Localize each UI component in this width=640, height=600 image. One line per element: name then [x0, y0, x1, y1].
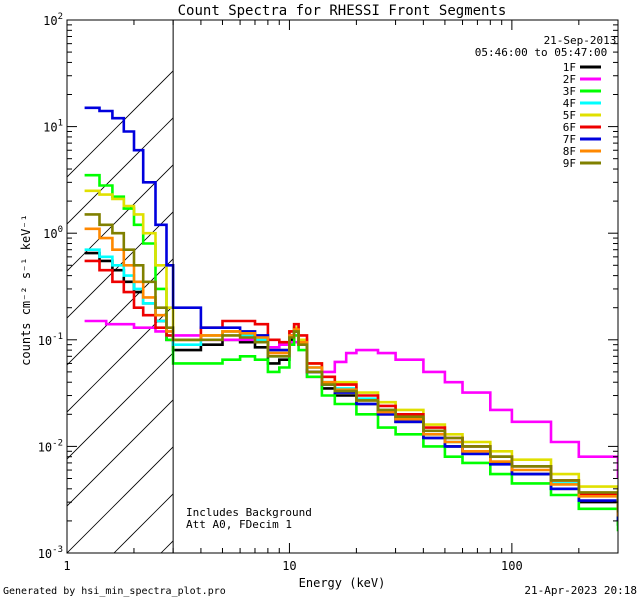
- series-3F: [84, 173, 618, 532]
- footer-generated-by: Generated by hsi_min_spectra_plot.pro: [3, 586, 226, 597]
- x-tick-label: 1: [63, 559, 70, 573]
- legend-label-8F: 8F: [563, 145, 576, 158]
- hatch-line: [67, 399, 174, 507]
- footer-timestamp: 21-Apr-2023 20:18: [524, 584, 637, 597]
- axis-ticks: 1 10 100 10-3 10-2 10-1 100 101 102: [38, 12, 619, 573]
- y-tick-label: 10-3: [38, 545, 63, 561]
- series-9F: [84, 213, 618, 513]
- legend-label-2F: 2F: [563, 73, 576, 86]
- hatch-line: [67, 352, 174, 460]
- annotation-attenuator: Att A0, FDecim 1: [186, 518, 292, 531]
- x-tick-label: 100: [501, 559, 523, 573]
- y-tick-label: 102: [43, 12, 63, 28]
- date-label: 21-Sep-2013: [544, 34, 617, 47]
- series-layer: [84, 106, 618, 532]
- chart-title: Count Spectra for RHESSI Front Segments: [178, 3, 507, 19]
- y-tick-label: 100: [43, 225, 63, 241]
- y-tick-label: 10-1: [38, 332, 63, 348]
- legend-label-5F: 5F: [563, 109, 576, 122]
- legend-label-4F: 4F: [563, 97, 576, 110]
- y-axis-label: counts cm⁻² s⁻¹ keV⁻¹: [19, 214, 33, 366]
- legend-label-6F: 6F: [563, 121, 576, 134]
- legend-label-7F: 7F: [563, 133, 576, 146]
- x-tick-label: 10: [282, 559, 296, 573]
- annotation-background: Includes Background: [186, 506, 312, 519]
- y-tick-label: 10-2: [38, 438, 63, 454]
- plot-frame: [66, 19, 619, 554]
- legend-label-3F: 3F: [563, 85, 576, 98]
- hatch-line: [67, 211, 174, 319]
- legend-label-1F: 1F: [563, 61, 576, 74]
- legend-label-9F: 9F: [563, 157, 576, 170]
- hatch-line: [67, 446, 174, 553]
- y-tick-label: 101: [43, 119, 63, 135]
- time-range-label: 05:46:00 to 05:47:00: [475, 46, 607, 59]
- x-axis-label: Energy (keV): [299, 576, 386, 590]
